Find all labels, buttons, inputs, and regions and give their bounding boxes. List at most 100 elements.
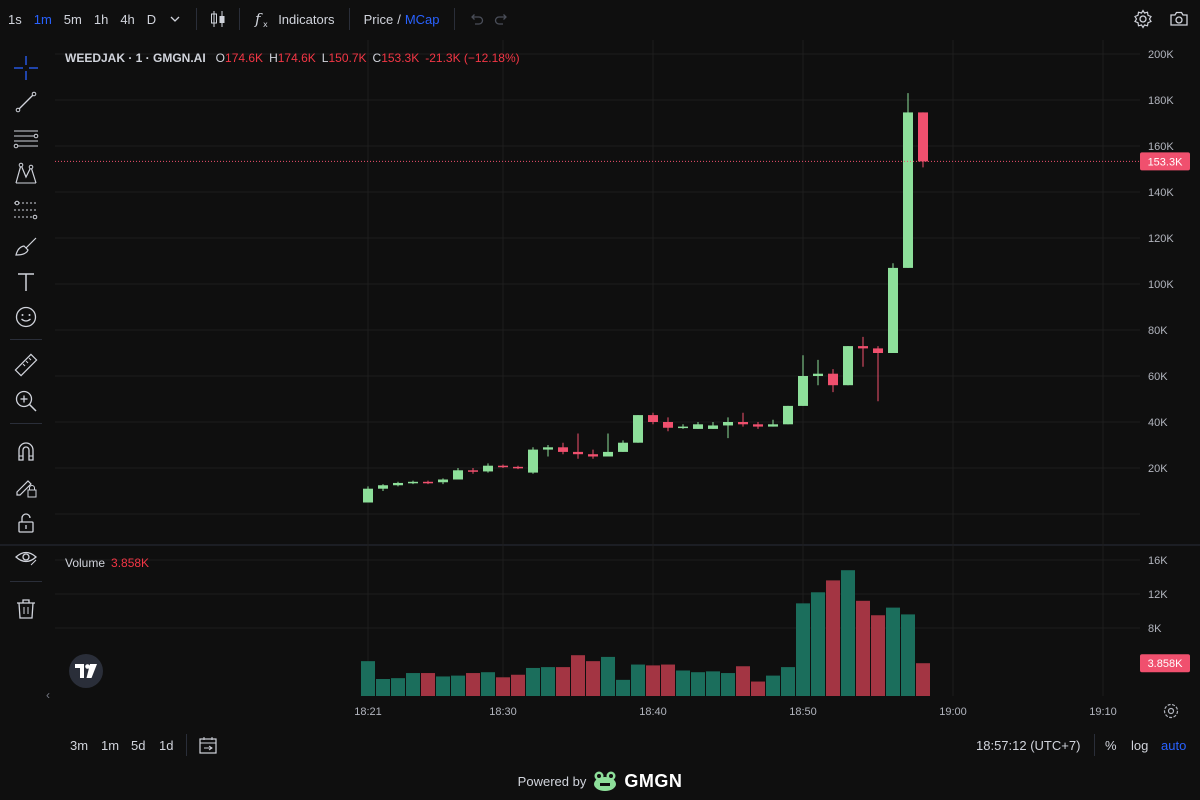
candle bbox=[918, 112, 928, 168]
tradingview-logo[interactable] bbox=[69, 654, 103, 688]
zoom-in-icon[interactable] bbox=[12, 387, 40, 415]
candle bbox=[753, 422, 763, 429]
interval-5m[interactable]: 5m bbox=[63, 11, 82, 27]
magnet-icon[interactable] bbox=[12, 437, 40, 465]
divider bbox=[10, 581, 42, 582]
volume-bar bbox=[661, 664, 675, 696]
indicators-label: Indicators bbox=[278, 11, 335, 27]
redo-icon[interactable] bbox=[489, 6, 515, 32]
camera-icon[interactable] bbox=[1166, 6, 1192, 32]
candle bbox=[513, 465, 523, 470]
ruler-icon[interactable] bbox=[12, 351, 40, 379]
volume-bar bbox=[871, 615, 885, 696]
symbol-title[interactable]: WEEDJAK · 1 · GMGN.AI bbox=[65, 51, 206, 65]
volume-bar bbox=[631, 664, 645, 696]
volume-bar bbox=[691, 672, 705, 696]
candle bbox=[588, 449, 598, 459]
date-range-icon[interactable] bbox=[198, 735, 218, 758]
volume-bar bbox=[406, 673, 420, 696]
divider bbox=[10, 423, 42, 424]
brush-icon[interactable] bbox=[12, 232, 40, 260]
candle bbox=[903, 93, 913, 268]
eye-icon[interactable] bbox=[12, 544, 40, 572]
candle-body bbox=[903, 112, 913, 268]
volume-bar bbox=[421, 673, 435, 696]
volume-bar bbox=[436, 676, 450, 696]
interval-1s[interactable]: 1s bbox=[8, 11, 22, 27]
volume-bar bbox=[811, 592, 825, 696]
candle bbox=[723, 417, 733, 439]
candle bbox=[423, 480, 433, 485]
volume-label[interactable]: Volume bbox=[65, 556, 106, 570]
price-mcap-toggle[interactable]: Price / MCap bbox=[358, 12, 446, 27]
emoji-icon[interactable] bbox=[12, 303, 40, 331]
range-3m[interactable]: 3m bbox=[70, 738, 89, 753]
last-price-tag: 153.3K bbox=[1140, 152, 1190, 171]
fib-retracement-icon[interactable] bbox=[12, 196, 40, 224]
price-tick-label: 140K bbox=[1148, 187, 1174, 199]
volume-bar bbox=[826, 580, 840, 696]
change-value: -21.3K (−12.18%) bbox=[425, 51, 520, 65]
log-toggle[interactable]: log bbox=[1131, 738, 1149, 753]
horizontal-lines-icon[interactable] bbox=[12, 124, 40, 152]
candle-body bbox=[858, 346, 868, 349]
pattern-tool-icon[interactable] bbox=[12, 160, 40, 188]
trend-line-icon[interactable] bbox=[12, 88, 40, 116]
svg-text:x: x bbox=[263, 20, 268, 28]
clock-timezone[interactable]: 18:57:12 (UTC+7) bbox=[976, 738, 1081, 753]
candle bbox=[543, 445, 553, 457]
candle-body bbox=[798, 376, 808, 406]
candle bbox=[468, 468, 478, 474]
candle bbox=[663, 417, 673, 432]
range-1m[interactable]: 1m bbox=[101, 738, 120, 753]
price-tick-label: 60K bbox=[1148, 371, 1168, 383]
text-tool-icon[interactable] bbox=[12, 268, 40, 296]
price-tick-label: 40K bbox=[1148, 417, 1168, 429]
candle bbox=[813, 359, 823, 386]
undo-icon[interactable] bbox=[463, 6, 489, 32]
settings-gear-icon[interactable] bbox=[1130, 6, 1156, 32]
crosshair-icon[interactable] bbox=[12, 54, 40, 82]
collapse-chevron-icon[interactable]: ‹ bbox=[46, 688, 50, 702]
trash-icon[interactable] bbox=[12, 595, 40, 623]
last-volume-tag: 3.858K bbox=[1140, 654, 1190, 673]
auto-toggle[interactable]: auto bbox=[1161, 738, 1187, 753]
interval-1h[interactable]: 1h bbox=[93, 11, 109, 27]
candle-body bbox=[618, 442, 628, 452]
candle bbox=[453, 468, 463, 480]
volume-bars bbox=[361, 570, 930, 696]
volume-tick-label: 8K bbox=[1148, 623, 1162, 635]
last-price-tag-label: 153.3K bbox=[1148, 156, 1184, 168]
low-key: L bbox=[321, 51, 329, 65]
range-1d[interactable]: 1d bbox=[159, 738, 174, 753]
divider bbox=[186, 734, 187, 756]
chevron-down-icon[interactable] bbox=[162, 6, 188, 32]
gmgn-frog-logo-icon bbox=[594, 771, 617, 791]
candle-body bbox=[678, 426, 688, 429]
price-tick-label: 180K bbox=[1148, 95, 1174, 107]
gmgn-brand[interactable]: GMGN bbox=[624, 770, 683, 791]
candle bbox=[618, 440, 628, 452]
candle-body bbox=[513, 466, 523, 469]
volume-bar bbox=[676, 670, 690, 696]
lock-icon[interactable] bbox=[12, 509, 40, 537]
range-5d[interactable]: 5d bbox=[131, 738, 146, 753]
interval-1m[interactable]: 1m bbox=[33, 11, 52, 27]
percent-toggle[interactable]: % bbox=[1105, 738, 1117, 753]
volume-bar bbox=[781, 667, 795, 696]
candle-body bbox=[498, 465, 508, 468]
price-tick-label: 20K bbox=[1148, 463, 1168, 475]
slash: / bbox=[397, 11, 401, 27]
interval-4h[interactable]: 4h bbox=[120, 11, 135, 27]
candle-body bbox=[813, 373, 823, 376]
lock-drawing-icon[interactable] bbox=[12, 473, 40, 501]
candle bbox=[393, 481, 403, 487]
candle-body bbox=[753, 424, 763, 427]
candle-type-icon[interactable] bbox=[205, 6, 231, 32]
candle-body bbox=[633, 415, 643, 443]
interval-d[interactable]: D bbox=[146, 11, 157, 27]
volume-tick-label: 12K bbox=[1148, 589, 1168, 601]
last-volume-tag-bg bbox=[1140, 654, 1190, 673]
